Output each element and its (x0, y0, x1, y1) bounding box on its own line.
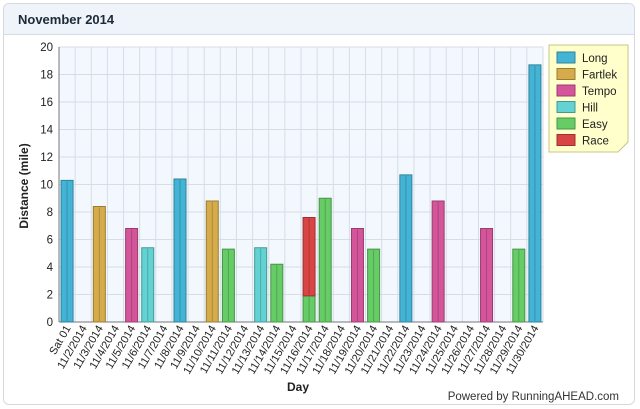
legend-swatch-easy (556, 117, 576, 130)
y-tick-label: 2 (47, 290, 53, 302)
legend-swatch-tempo (556, 84, 576, 97)
y-tick-label: 0 (47, 317, 53, 329)
legend-label-fartlek: Fartlek (582, 70, 617, 82)
legend-label-long: Long (582, 53, 608, 65)
y-tick-label: 10 (40, 180, 53, 192)
legend-label-tempo: Tempo (582, 86, 617, 98)
legend-label-hill: Hill (582, 103, 598, 115)
y-tick-label: 16 (40, 97, 53, 109)
legend-label-easy: Easy (582, 119, 608, 131)
y-tick-label: 14 (40, 125, 53, 137)
legend-swatch-long (556, 51, 576, 64)
legend-swatch-race (556, 134, 576, 146)
x-axis-title: Day (287, 380, 309, 394)
y-axis-title: Distance (mile) (17, 143, 31, 228)
y-tick-label: 6 (47, 235, 53, 247)
legend-swatch-hill (556, 101, 576, 113)
y-tick-label: 20 (40, 42, 53, 54)
panel-title: November 2014 (4, 4, 634, 35)
y-tick-label: 12 (40, 152, 53, 164)
y-tick-label: 4 (47, 262, 54, 274)
powered-by-credit: Powered by RunningAHEAD.com (447, 391, 619, 403)
y-tick-label: 18 (40, 70, 53, 82)
legend-label-race: Race (582, 136, 609, 148)
y-tick-label: 8 (47, 207, 53, 219)
legend-swatch-fartlek (556, 68, 576, 80)
